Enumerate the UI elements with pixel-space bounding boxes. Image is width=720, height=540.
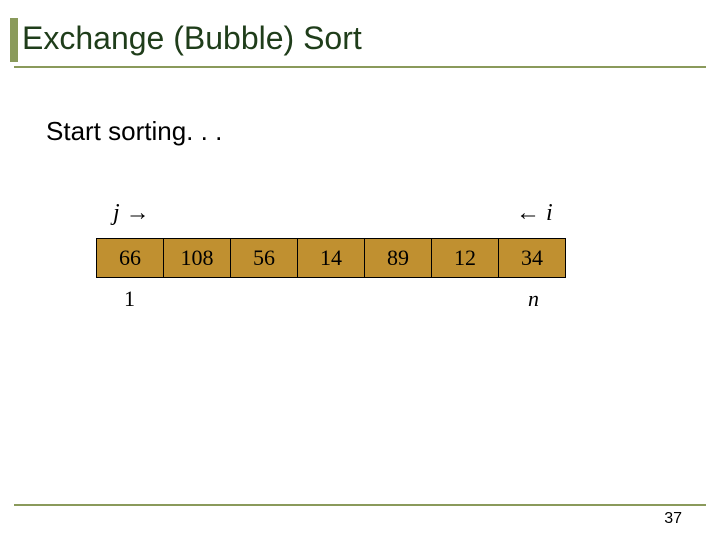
array-cell: 66 [96, 238, 164, 278]
array-cell: 34 [498, 238, 566, 278]
page-number: 37 [664, 510, 682, 528]
slide-subtitle: Start sorting. . . [46, 116, 222, 147]
index-right: n [528, 286, 539, 312]
slide-title: Exchange (Bubble) Sort [22, 20, 362, 57]
pointer-j-label: j → [113, 200, 150, 227]
array-row: 661085614891234 [96, 238, 566, 278]
array-cell: 12 [431, 238, 499, 278]
array-cell: 56 [230, 238, 298, 278]
array-cell: 89 [364, 238, 432, 278]
title-accent-bar [10, 18, 18, 62]
slide: Exchange (Bubble) Sort Start sorting. . … [0, 0, 720, 540]
title-underline [14, 66, 706, 68]
pointer-i-label: ← i [516, 200, 553, 227]
index-left: 1 [124, 286, 135, 312]
array-cell: 108 [163, 238, 231, 278]
footer-line [14, 504, 706, 506]
array-cell: 14 [297, 238, 365, 278]
